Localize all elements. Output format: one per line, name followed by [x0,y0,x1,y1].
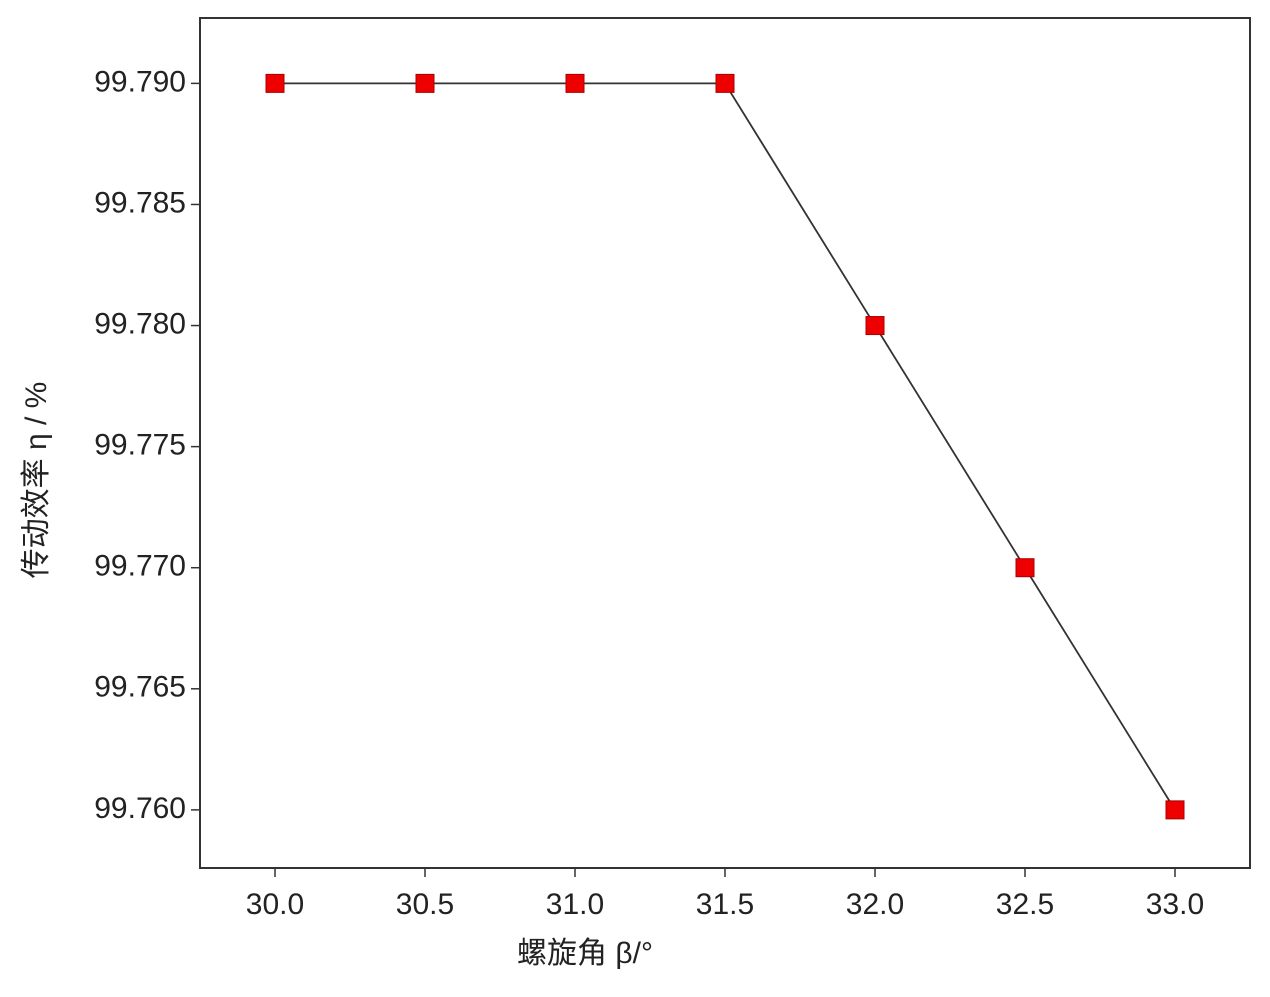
y-axis-label: 传动效率 η / % [20,382,53,579]
y-tick-label: 99.775 [94,429,186,462]
y-tick-label: 99.785 [94,186,186,219]
series-line [275,82,1176,811]
marker [1015,558,1035,578]
marker [415,73,435,93]
plot-frame [199,17,1251,869]
x-tick-label: 32.5 [996,888,1054,921]
y-tick-label: 99.765 [94,671,186,704]
x-tick-label: 32.0 [846,888,904,921]
y-tick-label: 99.770 [94,550,186,583]
marker [565,73,585,93]
x-axis-label: 螺旋角 β/° [517,937,653,970]
y-tick-label: 99.790 [94,65,186,98]
y-tick-label: 99.780 [94,307,186,340]
marker [1165,800,1185,820]
x-tick-label: 30.5 [396,888,454,921]
marker [715,73,735,93]
marker [265,73,285,93]
x-tick-label: 31.5 [696,888,754,921]
x-tick-label: 31.0 [546,888,604,921]
marker [865,316,885,336]
y-tick-label: 99.760 [94,792,186,825]
x-tick-label: 30.0 [246,888,304,921]
x-tick-label: 33.0 [1146,888,1204,921]
